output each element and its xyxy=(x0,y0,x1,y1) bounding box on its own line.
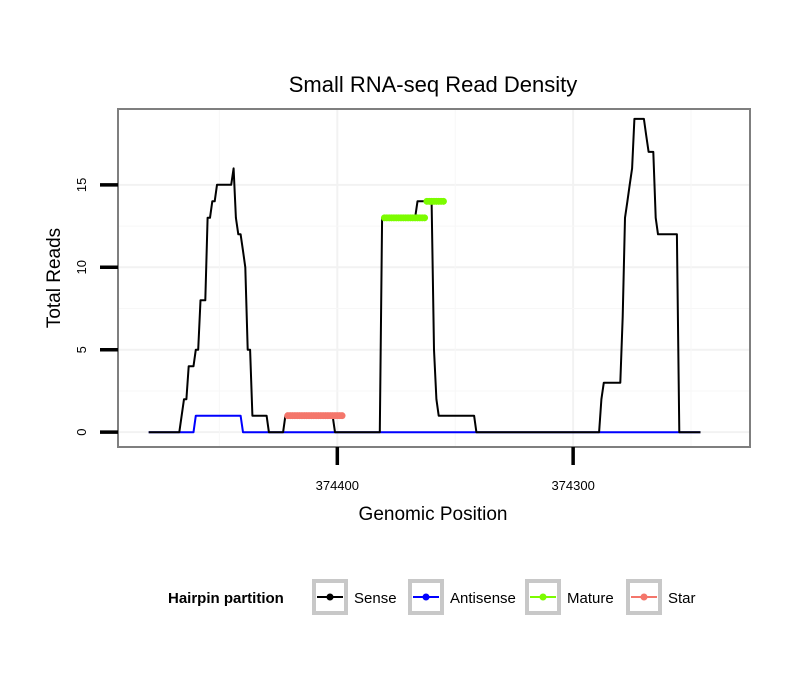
segment-point xyxy=(421,214,429,222)
legend-item-star: Star xyxy=(626,579,696,615)
legend-label: Antisense xyxy=(450,590,516,607)
legend-label: Star xyxy=(668,590,696,607)
y-tick-label: 0 xyxy=(74,429,89,436)
segment-star xyxy=(284,412,346,420)
y-tick-label: 15 xyxy=(74,178,89,192)
y-axis: 0 5 10 15 xyxy=(74,178,118,436)
legend: Hairpin partition Sense Antisense Mature St… xyxy=(168,579,696,615)
segment-mature xyxy=(380,214,429,222)
legend-label: Mature xyxy=(567,590,614,607)
x-tick-label: 374400 xyxy=(316,478,359,493)
minor-grid xyxy=(118,109,750,447)
legend-title: Hairpin partition xyxy=(168,590,284,607)
y-tick-label: 5 xyxy=(74,346,89,353)
legend-label: Sense xyxy=(354,590,397,607)
plot-background xyxy=(118,109,750,447)
legend-key-point xyxy=(640,593,648,601)
legend-item-mature: Mature xyxy=(525,579,614,615)
y-axis-title: Total Reads xyxy=(44,228,65,328)
y-tick-label: 10 xyxy=(74,260,89,274)
plot-border xyxy=(117,108,751,448)
legend-item-antisense: Antisense xyxy=(408,579,516,615)
segment-mature xyxy=(423,197,447,205)
segment-point xyxy=(338,412,346,420)
plot-area xyxy=(117,108,751,448)
series-line-sense xyxy=(148,117,701,434)
legend-item-sense: Sense xyxy=(312,579,397,615)
legend-key-point xyxy=(539,593,547,601)
legend-key-point xyxy=(326,593,334,601)
chart-title: Small RNA-seq Read Density xyxy=(289,72,578,97)
x-axis-title: Genomic Position xyxy=(359,504,508,525)
series-line-antisense xyxy=(148,414,701,434)
x-tick-label: 374300 xyxy=(551,478,594,493)
legend-key-point xyxy=(422,593,430,601)
series-layer xyxy=(148,117,701,434)
x-axis: 374400 374300 xyxy=(316,447,595,493)
segment-point xyxy=(439,197,447,205)
